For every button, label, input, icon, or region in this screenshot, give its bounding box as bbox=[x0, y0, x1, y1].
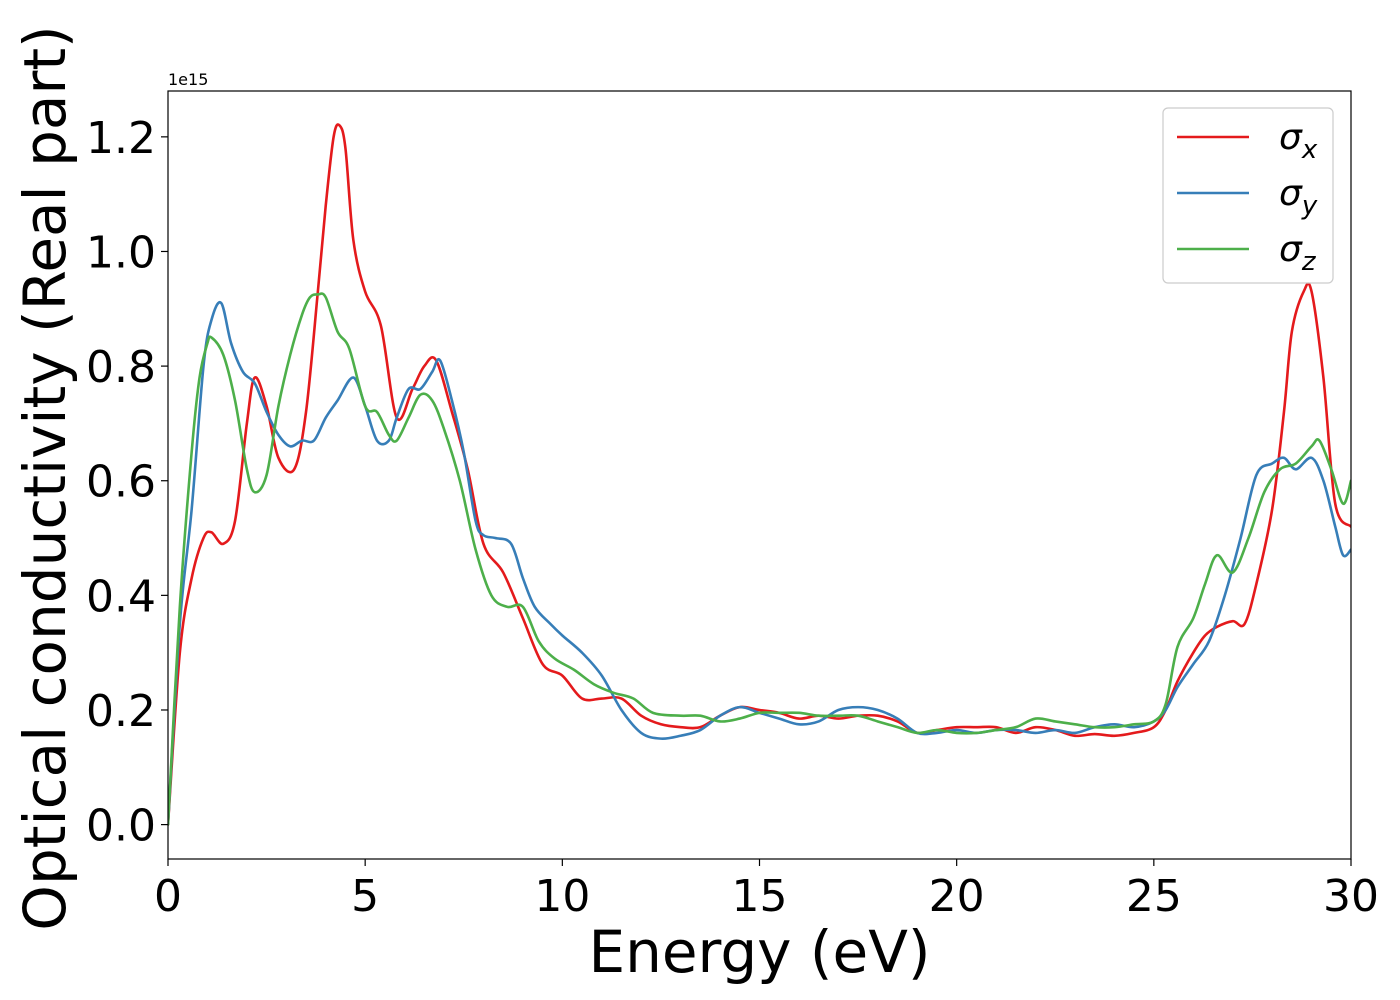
x-axis-ticks: 0 5 10 15 20 25 30 bbox=[154, 859, 1379, 922]
y-tick-label: 0.8 bbox=[86, 342, 156, 393]
y-tick-label: 1.2 bbox=[86, 113, 156, 164]
legend: σx σy σz bbox=[1162, 107, 1334, 284]
y-offset-label: 1e15 bbox=[168, 70, 208, 89]
y-tick-label: 0.2 bbox=[86, 686, 156, 737]
series-line-x bbox=[168, 123, 1351, 826]
legend-label-z: σz bbox=[1279, 229, 1317, 277]
x-tick-label: 30 bbox=[1323, 871, 1379, 922]
series-line-z bbox=[168, 292, 1351, 826]
x-tick-label: 0 bbox=[154, 871, 182, 922]
y-tick-label: 0.0 bbox=[86, 801, 156, 852]
legend-box bbox=[1162, 107, 1334, 284]
x-tick-label: 20 bbox=[929, 871, 985, 922]
series-line-y bbox=[168, 300, 1351, 826]
legend-label-x: σx bbox=[1279, 117, 1318, 165]
x-axis-label: Energy (eV) bbox=[588, 918, 930, 986]
y-axis-ticks: 0.0 0.2 0.4 0.6 0.8 1.0 1.2 bbox=[86, 113, 168, 852]
x-tick-label: 5 bbox=[351, 871, 379, 922]
y-axis-label: Optical conductivity (Real part) bbox=[11, 25, 79, 930]
y-tick-label: 0.4 bbox=[86, 571, 156, 622]
legend-label-y: σy bbox=[1279, 173, 1318, 221]
x-tick-label: 25 bbox=[1126, 871, 1182, 922]
x-tick-label: 10 bbox=[534, 871, 590, 922]
series-layer bbox=[168, 123, 1351, 826]
x-tick-label: 15 bbox=[732, 871, 788, 922]
y-tick-label: 0.6 bbox=[86, 457, 156, 508]
y-tick-label: 1.0 bbox=[86, 227, 156, 278]
